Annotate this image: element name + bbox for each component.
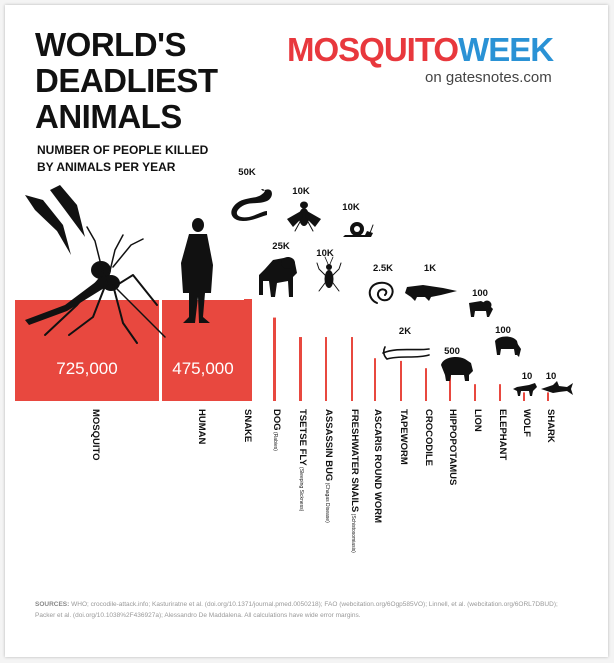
data-label: 500 [444,346,460,357]
bar-roundworm [374,358,376,401]
data-label: 725,000 [56,359,117,378]
category-note: (Chagas Disease) [324,481,330,523]
assassin-bug-icon [316,256,342,292]
snake-icon [231,189,272,221]
category-note: (Sleeping Sickness) [298,466,304,512]
data-label: 25K [272,241,290,252]
data-label: 1K [424,263,436,274]
bar-assassin-bug [325,337,327,401]
tsetse-fly-icon [287,201,321,232]
title-line: ANIMALS [35,98,182,135]
tapeworm-icon [382,346,430,360]
sources-label: SOURCES: [35,601,70,608]
infographic-card: WORLD'S DEADLIEST ANIMALS NUMBER OF PEOP… [5,5,608,657]
category-label: TAPEWORM [398,409,409,465]
data-label: 100 [495,325,511,336]
bar-snail [351,337,353,401]
data-label: 10K [316,248,334,259]
category-label: CROCODILE [423,409,434,466]
bar-mosquito [15,300,159,401]
elephant-icon [495,336,521,357]
human-icon [181,218,213,323]
data-label: 2K [399,326,411,337]
category-label: FRESHWATER SNAILS (Schistosomiasis) [349,409,360,553]
title-line: WORLD'S [35,26,186,63]
bar-crocodile [425,368,427,401]
bar-dog [273,317,276,401]
data-label: 50K [238,167,256,178]
category-label: WOLF [521,409,532,437]
dog-icon [259,257,297,297]
shark-icon [541,381,573,395]
bar-elephant [499,384,501,401]
wolf-icon [513,383,537,396]
bar-shark [547,392,549,401]
bar-lion [474,384,476,401]
bar-hippo [449,374,451,401]
title-line: DEADLIEST [35,62,218,99]
subtitle-line: BY ANIMALS PER YEAR [37,160,176,174]
snail-icon [343,222,374,237]
category-label: MOSQUITO [90,409,101,461]
bar-wolf [523,392,525,401]
category-label: SNAKE [242,409,253,442]
category-note: (Rabies) [272,431,278,452]
lion-icon [469,300,493,317]
brand-part-mosquito: MOSQUITO [287,31,459,68]
category-label: ASCARIS ROUND WORM [372,409,383,523]
sources-note: SOURCES: WHO; crocodile-attack.info; Kas… [35,599,560,621]
data-label: 10 [546,371,557,382]
category-label: ELEPHANT [497,409,508,460]
bar-tapeworm [400,360,402,401]
subtitle-line: NUMBER OF PEOPLE KILLED [37,143,209,157]
category-label: HIPPOPOTAMUS [447,409,458,485]
hippo-icon [441,357,473,381]
deadliest-animals-chart: 725,000 475,000 MOSQUITO HUMAN SNAKE DOG (Rab… [15,167,573,553]
brand-logo[interactable]: MOSQUITOWEEK [287,31,554,69]
category-note: (Schistosomiasis) [350,512,356,553]
category-label: DOG (Rabies) [271,409,282,451]
category-label: ASSASSIN BUG (Chagas Disease) [323,409,334,523]
data-label: 10 [522,371,533,382]
page-title: WORLD'S DEADLIEST ANIMALS [35,27,218,135]
data-label: 100 [472,288,488,299]
sources-text: WHO; crocodile-attack.info; Kasturiratne… [35,601,558,619]
category-label: LION [472,409,483,432]
data-label: 475,000 [172,359,233,378]
crocodile-icon [405,285,457,301]
mosquito-icon [25,185,166,344]
bar-tsetse-fly [299,337,302,401]
roundworm-icon [368,281,394,304]
data-label: 10K [292,186,310,197]
category-label: SHARK [545,409,556,443]
chart-subtitle: NUMBER OF PEOPLE KILLED BY ANIMALS PER Y… [37,142,208,176]
category-label: TSETSE FLY (Sleeping Sickness) [297,409,308,512]
data-label: 10K [342,202,360,213]
brand-subtitle[interactable]: on gatesnotes.com [425,69,552,86]
data-label: 2.5K [373,263,393,274]
category-label: HUMAN [196,409,207,444]
bar-snake [244,299,252,401]
brand-part-week: WEEK [458,31,554,68]
